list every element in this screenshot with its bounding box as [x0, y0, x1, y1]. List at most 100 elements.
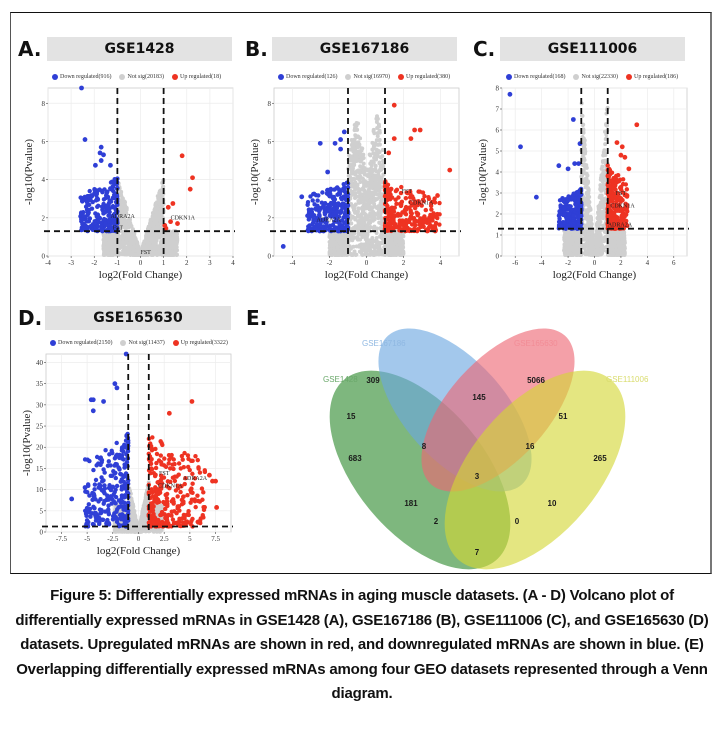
point-notsig: [353, 224, 358, 229]
point-notsig: [149, 237, 154, 242]
point-notsig: [362, 242, 367, 247]
point-notsig: [581, 156, 586, 161]
point-down: [101, 197, 107, 202]
point-notsig: [128, 223, 133, 228]
point-notsig: [374, 152, 379, 157]
point-down: [317, 140, 323, 146]
figure-frame: [10, 12, 712, 574]
gene-label: FST: [402, 189, 413, 195]
point-notsig: [355, 134, 360, 139]
x-tick-label: -2: [91, 259, 97, 267]
legend-item-up: Up regulated(186): [625, 74, 678, 80]
point-down: [331, 206, 336, 211]
point-notsig: [360, 146, 365, 151]
x-tick-label: -1: [114, 259, 120, 267]
point-down: [320, 204, 325, 210]
point-notsig: [332, 240, 337, 245]
point-notsig: [143, 247, 148, 252]
point-notsig: [356, 206, 361, 211]
point-notsig: [378, 226, 383, 231]
point-up: [392, 205, 397, 210]
point-down: [344, 194, 349, 199]
x-axis-label: log2(Fold Change): [99, 269, 183, 281]
point-notsig: [109, 249, 114, 254]
point-down: [345, 203, 351, 208]
point-down: [92, 188, 98, 193]
point-notsig: [374, 119, 379, 124]
point-notsig: [352, 140, 357, 145]
point-down: [341, 186, 346, 191]
legend-label: Down regulated(168): [514, 74, 566, 80]
point-notsig: [366, 173, 371, 178]
point-notsig: [370, 147, 375, 152]
legend-dot-notsig: [573, 74, 580, 80]
point-down: [86, 207, 92, 212]
point-notsig: [124, 238, 129, 243]
point-down: [339, 196, 344, 202]
point-notsig: [362, 182, 367, 187]
panel-c-title: GSE111006: [500, 37, 685, 61]
point-notsig: [152, 220, 157, 225]
point-notsig: [581, 122, 586, 127]
point-up: [417, 222, 422, 228]
point-notsig: [355, 176, 360, 181]
point-notsig: [169, 230, 174, 235]
point-notsig: [175, 235, 180, 240]
point-down: [80, 199, 85, 204]
x-tick-label: 0: [365, 259, 369, 267]
legend-label: Down regulated(126): [286, 74, 338, 80]
legend-dot-up: [397, 74, 404, 80]
point-notsig: [369, 161, 374, 166]
point-up: [412, 205, 418, 211]
x-tick-label: 4: [231, 259, 235, 267]
point-notsig: [363, 246, 368, 251]
point-notsig: [601, 153, 606, 158]
point-up: [175, 221, 180, 226]
point-notsig: [368, 243, 373, 248]
point-down: [101, 201, 106, 207]
point-notsig: [148, 231, 153, 236]
point-notsig: [360, 187, 365, 192]
x-tick-label: 1: [162, 259, 166, 267]
point-notsig: [375, 226, 380, 231]
gene-label: CDKN1A: [171, 216, 196, 222]
point-notsig: [368, 248, 373, 253]
point-down: [78, 195, 83, 200]
point-down: [324, 223, 329, 229]
point-notsig: [358, 237, 363, 242]
point-notsig: [369, 195, 374, 200]
panel-b-title: GSE167186: [272, 37, 457, 61]
point-up: [408, 136, 414, 141]
point-notsig: [357, 249, 362, 254]
point-notsig: [393, 233, 398, 238]
point-down: [110, 180, 115, 185]
point-notsig: [584, 196, 589, 201]
point-notsig: [366, 252, 371, 257]
point-notsig: [370, 236, 375, 241]
point-up: [428, 203, 434, 209]
point-notsig: [357, 191, 362, 196]
point-notsig: [351, 176, 356, 181]
point-notsig: [168, 245, 173, 250]
point-notsig: [151, 224, 156, 229]
legend: Down regulated(126) Not sig(16970) Up regu…: [278, 74, 450, 80]
volcano-plot-gse1428: Down regulated(916) Not sig(20183) Up regu…: [22, 70, 237, 290]
point-up: [165, 204, 171, 210]
point-notsig: [156, 252, 161, 257]
point-notsig: [371, 129, 376, 134]
point-notsig: [353, 186, 358, 191]
point-notsig: [126, 218, 131, 223]
point-notsig: [377, 186, 382, 191]
point-notsig: [103, 232, 108, 237]
point-notsig: [583, 171, 588, 176]
point-notsig: [379, 220, 384, 225]
point-notsig: [336, 248, 341, 253]
point-notsig: [377, 130, 382, 135]
legend-dot-notsig: [119, 74, 126, 80]
point-down: [81, 214, 87, 219]
point-down: [340, 205, 345, 210]
point-notsig: [353, 155, 358, 160]
point-down: [106, 208, 111, 214]
point-notsig: [361, 231, 366, 236]
point-down: [280, 244, 286, 249]
